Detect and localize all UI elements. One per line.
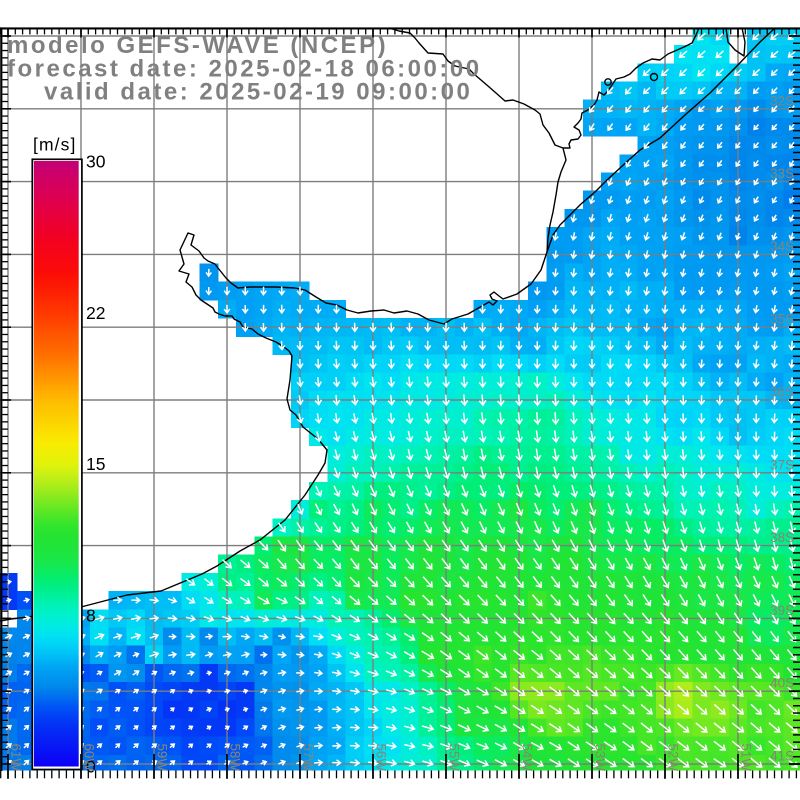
svg-text:56W: 56W [374,743,389,771]
svg-text:38S: 38S [770,530,794,545]
svg-text:modelo GEFS-WAVE (NCEP): modelo GEFS-WAVE (NCEP) [7,32,388,59]
svg-text:[m/s]: [m/s] [33,135,76,155]
svg-text:35S: 35S [770,312,794,327]
svg-text:22: 22 [86,303,105,323]
svg-text:60W: 60W [82,743,97,771]
svg-text:valid date: 2025-02-19 09:00:0: valid date: 2025-02-19 09:00:00 [44,79,472,106]
svg-text:30: 30 [86,152,106,172]
svg-text:39S: 39S [770,603,794,618]
svg-text:36S: 36S [770,385,794,400]
svg-text:41S: 41S [770,749,794,764]
svg-text:8: 8 [86,605,96,625]
svg-text:32S: 32S [770,93,794,108]
svg-text:51W: 51W [739,743,754,771]
svg-text:61W: 61W [9,743,24,771]
svg-text:55W: 55W [447,743,462,771]
svg-text:53W: 53W [593,743,608,771]
svg-text:33S: 33S [770,166,794,181]
svg-text:15: 15 [86,454,105,474]
svg-text:59W: 59W [155,743,170,771]
svg-text:58W: 58W [228,743,243,771]
svg-text:52W: 52W [666,743,681,771]
svg-text:54W: 54W [520,743,535,771]
svg-text:34S: 34S [770,239,794,254]
svg-text:forecast date: 2025-02-18 06:0: forecast date: 2025-02-18 06:00:00 [7,56,482,83]
svg-text:0: 0 [86,757,96,777]
svg-text:57W: 57W [301,743,316,771]
svg-text:40S: 40S [770,676,794,691]
svg-text:37S: 37S [770,457,794,472]
